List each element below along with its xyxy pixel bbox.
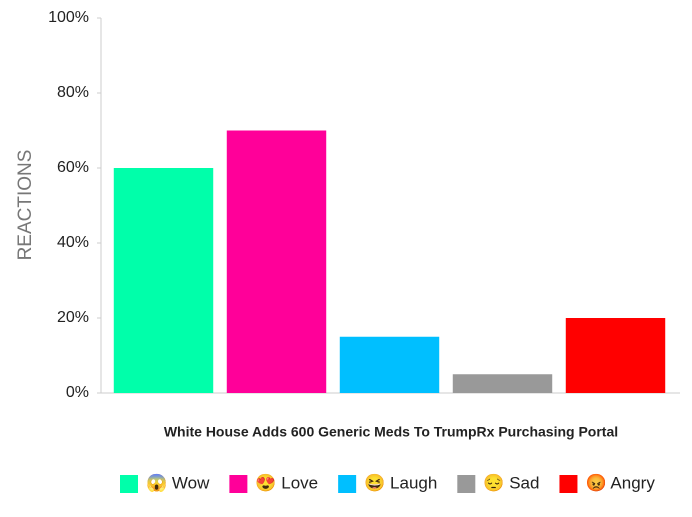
bar [565, 318, 666, 393]
legend-label: 😱 Wow [146, 473, 210, 493]
legend-label: 😍 Love [255, 473, 318, 492]
y-tick-label: 20% [57, 309, 89, 326]
legend-swatch [120, 475, 138, 493]
legend-label: 😆 Laugh [364, 473, 437, 492]
legend-label: 😡 Angry [585, 473, 655, 492]
legend-swatch [457, 475, 476, 493]
bar [113, 168, 214, 393]
legend-swatch [559, 475, 578, 493]
bar [452, 374, 553, 393]
bar [226, 130, 327, 393]
y-tick-label: 100% [48, 9, 89, 26]
y-axis-title: REACTIONS [15, 150, 36, 261]
y-tick-label: 40% [57, 234, 89, 251]
y-tick-label: 80% [57, 84, 89, 101]
bar [339, 336, 440, 393]
y-tick-label: 0% [66, 384, 89, 401]
legend-swatch [338, 475, 357, 493]
legend-label: 😔 Sad [483, 473, 539, 492]
x-axis-title: White House Adds 600 Generic Meds To Tru… [164, 424, 618, 440]
legend-swatch [229, 475, 248, 493]
y-tick-label: 60% [57, 159, 89, 176]
